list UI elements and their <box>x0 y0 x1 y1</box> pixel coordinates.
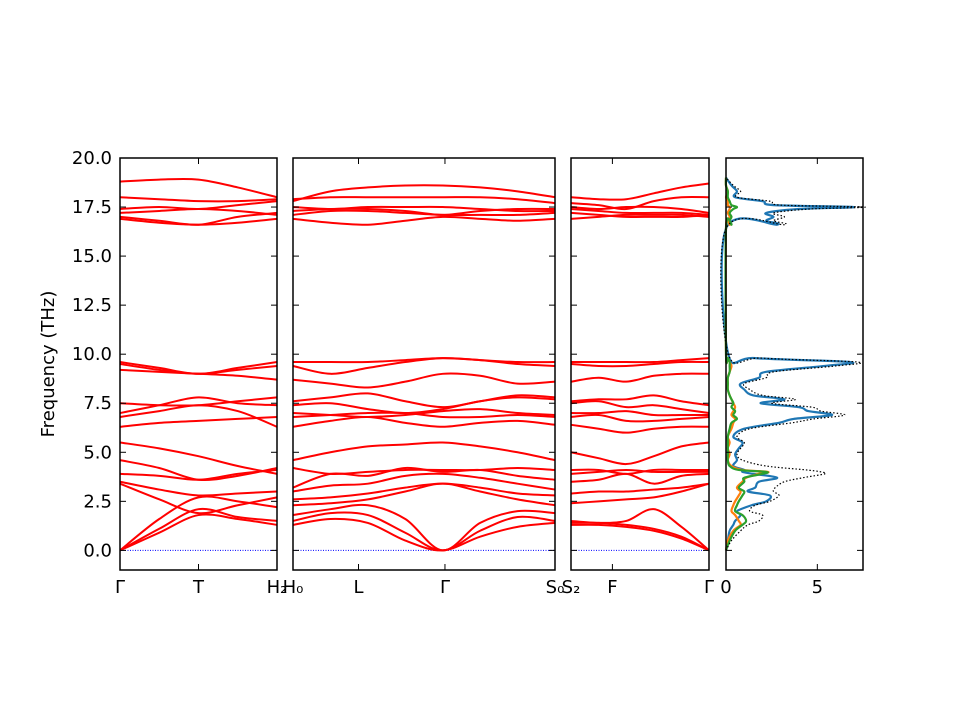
band-line-1-19 <box>119 200 278 211</box>
panel-1: Γ T H₂ 0.0 2.5 5.0 7.5 10.0 12.5 15.0 17.5 20.0 <box>72 148 287 598</box>
band-line-3-17 <box>570 357 710 364</box>
band-line-3-7 <box>570 468 709 475</box>
band-line-1-21 <box>119 177 278 199</box>
band-line-2-8 <box>292 466 556 475</box>
band-line-3-16 <box>570 360 710 368</box>
panel-frame <box>119 157 278 571</box>
band-line-1-20 <box>119 196 278 203</box>
y-axis-label: Frequency (THz) <box>38 291 59 438</box>
band-line-3-15 <box>570 372 710 383</box>
x-tick-label: Γ <box>440 577 450 598</box>
x-tick-label: Γ <box>704 577 714 598</box>
y-tick-label: 15.0 <box>72 246 112 267</box>
band-line-3-22 <box>570 195 710 211</box>
band-line-2-2 <box>292 511 556 552</box>
x-tick-label: H₂ <box>267 577 288 598</box>
band-line-2-18 <box>292 215 556 226</box>
x-tick-label: L <box>353 577 363 598</box>
x-tick-label: T <box>192 577 205 598</box>
band-line-2-1 <box>292 517 556 552</box>
x-tick-label: S₂ <box>562 577 581 598</box>
panel-3: S₂ F Γ <box>562 157 714 598</box>
band-line-1-4 <box>119 482 278 515</box>
band-line-2-5 <box>292 482 556 501</box>
x-tick-label: H₀ <box>283 577 304 598</box>
band-line-1-12 <box>119 396 278 407</box>
panel-frame <box>292 157 556 571</box>
dos-line-series-orange <box>724 177 770 551</box>
y-tick-label: 7.5 <box>83 393 112 414</box>
y-tick-label: 10.0 <box>72 344 112 365</box>
band-line-3-23 <box>570 182 710 201</box>
band-line-1-5 <box>119 480 278 497</box>
band-line-3-12 <box>570 410 710 417</box>
band-line-3-18 <box>570 213 710 220</box>
band-line-3-10 <box>570 423 710 434</box>
panel-frame <box>725 157 864 571</box>
band-line-2-15 <box>292 372 556 389</box>
panel-frame <box>570 157 710 571</box>
y-tick-label: 20.0 <box>72 148 112 169</box>
band-line-3-11 <box>570 413 710 423</box>
x-tick-label: S₀ <box>546 577 565 598</box>
band-line-1-11 <box>119 396 278 415</box>
band-line-3-4 <box>570 482 710 505</box>
x-tick-label: Γ <box>115 577 125 598</box>
band-line-3-3 <box>570 508 710 552</box>
band-line-1-1 <box>119 513 278 552</box>
y-tick-label: 12.5 <box>72 295 112 316</box>
band-line-1-9 <box>119 415 278 428</box>
panel-2: H₀ L Γ S₀ <box>283 157 565 598</box>
y-tick-label: 0.0 <box>83 540 112 561</box>
band-line-2-14 <box>292 392 556 409</box>
band-line-3-5 <box>570 482 710 495</box>
band-line-3-20 <box>570 208 710 216</box>
band-line-3-6 <box>570 472 710 485</box>
band-line-3-8 <box>570 468 709 475</box>
band-line-2-22 <box>292 196 556 205</box>
band-line-1-2 <box>119 507 278 552</box>
band-line-3-19 <box>570 211 710 219</box>
y-tick-label: 2.5 <box>83 491 112 512</box>
band-line-3-9 <box>570 441 710 466</box>
band-line-1-7 <box>119 459 278 482</box>
band-line-2-21 <box>292 205 556 213</box>
band-line-3-1 <box>570 523 710 552</box>
y-tick-label: 5.0 <box>83 442 112 463</box>
y-tick-label: 17.5 <box>72 197 112 218</box>
band-line-2-12 <box>292 408 556 418</box>
dos-line-series-green <box>724 177 769 551</box>
panels-group: Γ T H₂ 0.0 2.5 5.0 7.5 10.0 12.5 15.0 17.5 20.0 H₀ L Γ… <box>72 148 866 598</box>
band-line-2-3 <box>292 503 556 552</box>
band-line-1-15 <box>119 363 278 375</box>
band-line-2-10 <box>292 415 556 428</box>
x-tick-label: 0 <box>720 577 731 598</box>
band-line-3-13 <box>570 400 710 415</box>
x-tick-label: F <box>607 577 617 598</box>
band-line-2-4 <box>292 482 556 507</box>
band-line-3-14 <box>570 394 710 407</box>
dos-line-series-blue <box>720 176 855 551</box>
band-line-2-23 <box>292 184 556 203</box>
band-line-1-17 <box>119 211 278 226</box>
band-line-2-9 <box>292 441 556 462</box>
band-line-2-13 <box>292 396 556 415</box>
x-tick-label: 5 <box>812 577 823 598</box>
band-line-1-8 <box>119 441 278 475</box>
band-line-2-17 <box>292 357 556 364</box>
band-line-2-6 <box>292 472 556 493</box>
band-line-3-21 <box>570 205 710 214</box>
